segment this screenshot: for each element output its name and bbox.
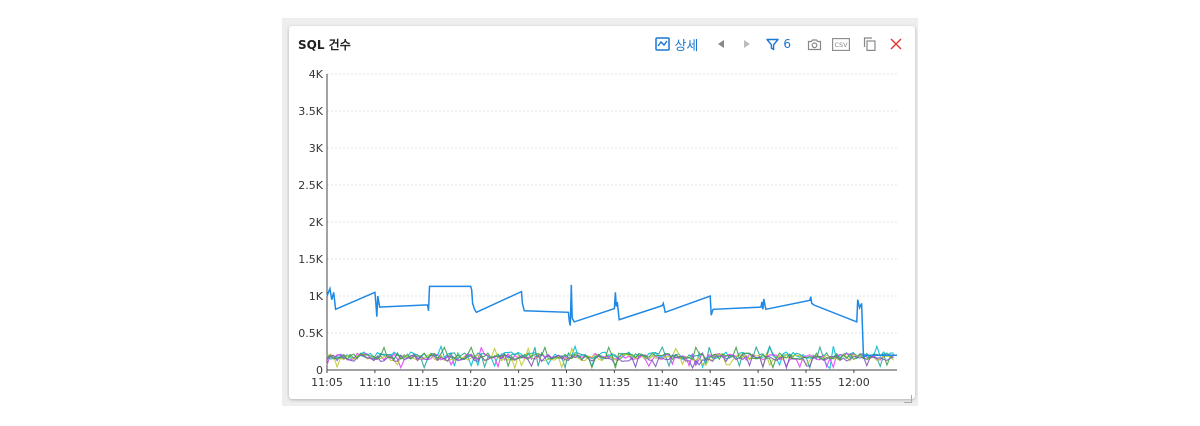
detail-button[interactable]: 상세 — [655, 34, 698, 54]
close-button[interactable] — [889, 34, 903, 54]
y-tick-label: 1.5K — [298, 253, 323, 266]
x-tick-label: 11:10 — [359, 376, 391, 389]
x-tick-label: 11:20 — [455, 376, 487, 389]
x-tick-label: 11:15 — [407, 376, 439, 389]
svg-text:CSV: CSV — [834, 41, 848, 49]
series-line — [326, 345, 894, 370]
close-icon — [890, 38, 902, 50]
y-tick-label: 1K — [309, 290, 324, 303]
detail-label: 상세 — [674, 38, 699, 54]
line-chart-icon — [655, 37, 671, 51]
camera-icon — [807, 38, 822, 51]
x-tick-label: 12:00 — [838, 376, 870, 389]
resize-handle-icon[interactable] — [904, 388, 912, 403]
csv-export-button[interactable]: CSV — [831, 34, 851, 54]
series-line — [326, 346, 895, 370]
x-tick-label: 11:40 — [646, 376, 678, 389]
panel-title: SQL 건수 — [298, 38, 351, 52]
y-tick-label: 2K — [309, 216, 324, 229]
y-tick-label: 3.5K — [298, 105, 323, 118]
y-tick-label: 0.5K — [298, 327, 323, 340]
sql-count-panel: SQL 건수 상세 — [289, 26, 915, 403]
x-tick-label: 11:30 — [551, 376, 583, 389]
y-tick-label: 4K — [309, 68, 324, 81]
csv-icon: CSV — [832, 37, 850, 51]
y-tick-label: 2.5K — [298, 179, 323, 192]
series-line — [326, 284, 897, 360]
sql-count-chart: 0 0.5K 1K 1.5K 2K 2.5K 3K 3.5K 4K 11:05 11:10 11:15… — [298, 68, 897, 389]
x-tick-label: 11:50 — [742, 376, 774, 389]
filter-icon — [766, 38, 780, 51]
x-tick-label: 11:45 — [694, 376, 726, 389]
copy-icon — [863, 37, 876, 51]
x-tick-label: 11:05 — [311, 376, 343, 389]
panel-toolbar: 상세 6 — [655, 34, 903, 54]
y-tick-label: 0 — [316, 364, 323, 377]
caret-right-icon — [744, 40, 751, 48]
next-button[interactable] — [740, 34, 754, 54]
x-tick-label: 11:55 — [790, 376, 822, 389]
copy-button[interactable] — [861, 34, 877, 54]
filter-count: 6 — [783, 37, 791, 51]
y-tick-label: 3K — [309, 142, 324, 155]
caret-left-icon — [718, 40, 725, 48]
filter-button[interactable]: 6 — [766, 34, 791, 54]
prev-button[interactable] — [714, 34, 728, 54]
screenshot-button[interactable] — [805, 34, 823, 54]
x-tick-label: 11:35 — [599, 376, 631, 389]
x-tick-label: 11:25 — [503, 376, 535, 389]
